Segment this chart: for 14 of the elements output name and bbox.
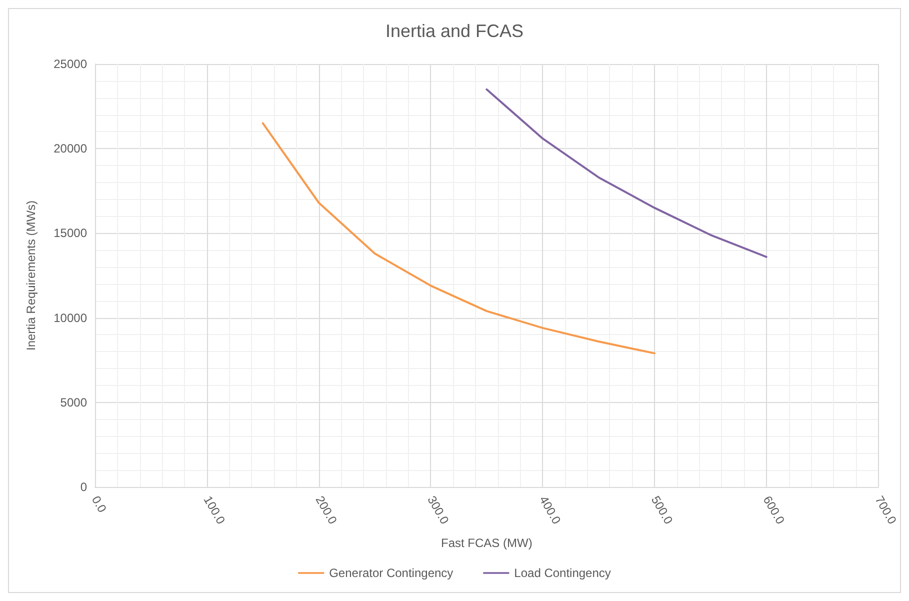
chart-title: Inertia and FCAS	[385, 21, 524, 41]
y-tick-label: 0	[80, 480, 88, 494]
y-tick-label: 5000	[60, 395, 88, 410]
y-tick-label: 25000	[54, 57, 88, 71]
y-tick-label: 10000	[54, 310, 88, 325]
y-tick-label: 20000	[54, 142, 88, 156]
legend-label: Load Contingency	[514, 566, 611, 580]
line-series	[486, 88, 768, 258]
x-tick-label: 0.0	[88, 494, 110, 516]
y-axis-title: Inertia Requirements (MWs)	[24, 200, 38, 351]
legend-label: Generator Contingency	[329, 566, 454, 580]
x-axis-title: Fast FCAS (MW)	[440, 536, 532, 550]
y-tick-label: 15000	[54, 226, 88, 240]
line-series	[262, 122, 656, 354]
